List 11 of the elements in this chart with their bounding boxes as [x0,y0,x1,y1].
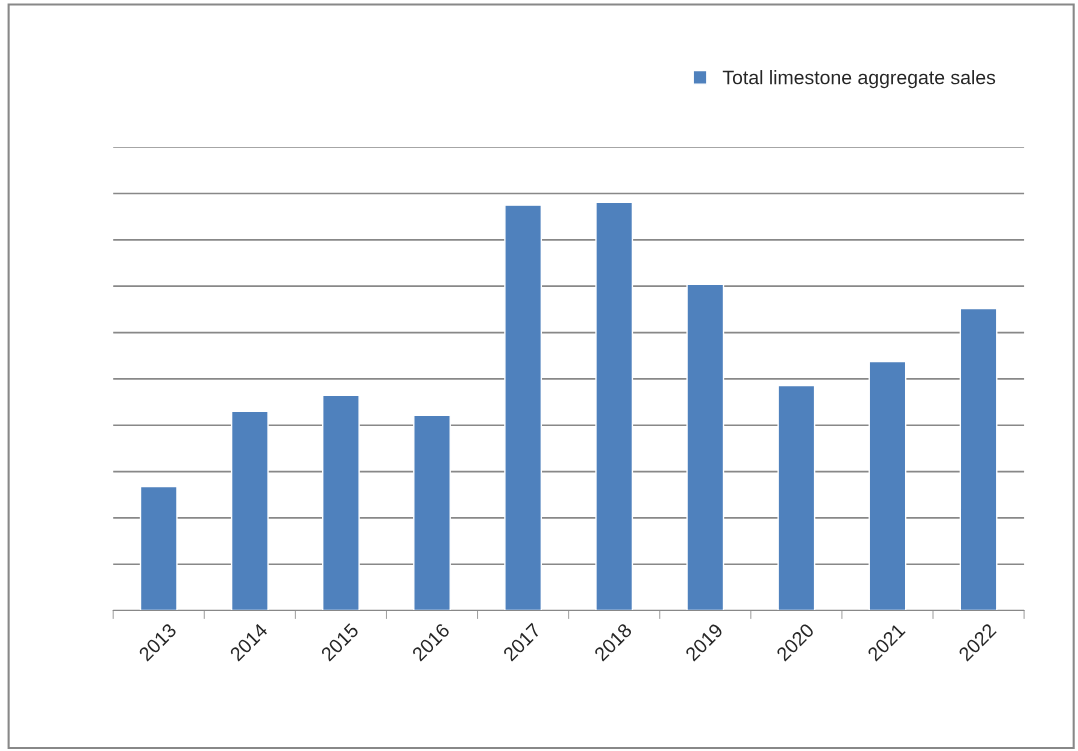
bar [686,283,725,611]
bar [777,384,816,611]
bar [504,204,543,611]
legend-label: Total limestone aggregate sales [722,70,996,89]
bar [959,307,998,611]
bar [230,410,269,611]
bar [139,485,178,611]
bar [322,394,360,611]
bar [413,414,451,611]
bar [868,360,907,611]
bar [595,201,634,611]
